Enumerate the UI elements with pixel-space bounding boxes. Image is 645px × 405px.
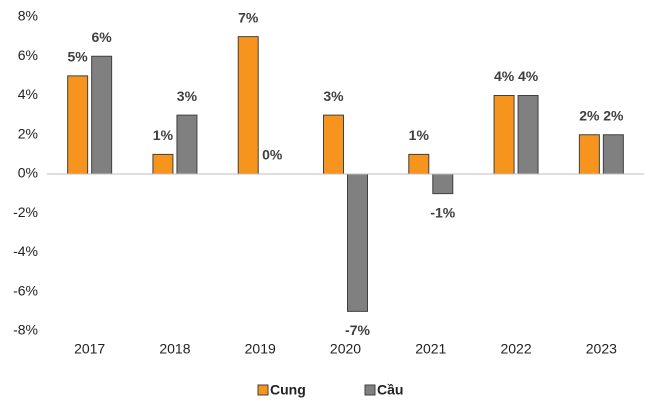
legend-label: Cầu [377,382,403,398]
bar [493,95,515,175]
value-label: -7% [345,322,370,338]
y-tick-label: 0% [18,165,38,181]
value-label: 4% [494,68,515,84]
bar [602,134,624,175]
y-tick-label: -8% [13,322,38,338]
value-label: 3% [323,88,344,104]
legend-swatch [364,384,376,396]
y-tick-label: -2% [13,204,38,220]
y-tick-label: 2% [18,125,38,141]
x-tick-label: 2023 [586,341,617,357]
x-tick-label: 2018 [159,341,190,357]
bar [237,36,259,175]
y-tick-label: 8% [18,8,38,24]
x-tick-label: 2022 [500,341,531,357]
value-label: 0% [262,147,283,163]
bar [67,75,89,175]
x-tick-label: 2019 [245,341,276,357]
value-label: 7% [238,9,259,25]
x-tick-label: 2017 [74,341,105,357]
value-label: 6% [92,29,113,45]
value-label: 5% [68,49,89,65]
y-tick-label: -6% [13,282,38,298]
y-tick-label: 6% [18,47,38,63]
bar [408,153,430,175]
value-label: 3% [177,88,198,104]
legend-label: Cung [270,382,306,398]
x-tick-label: 2020 [330,341,361,357]
bar [517,95,539,175]
y-tick-label: 4% [18,86,38,102]
value-label: -1% [430,204,455,220]
bar [152,153,174,175]
legend-swatch [257,384,269,396]
bar [176,114,198,175]
x-tick-label: 2021 [415,341,446,357]
value-label: 4% [518,68,539,84]
y-tick-label: -4% [13,243,38,259]
value-label: 1% [153,127,174,143]
bar [323,114,344,175]
bar [578,134,600,175]
bar [432,173,454,195]
bar [347,173,368,312]
value-label: 1% [409,127,430,143]
value-label: 2% [579,107,600,123]
value-label: 2% [603,107,624,123]
bar [91,55,113,175]
